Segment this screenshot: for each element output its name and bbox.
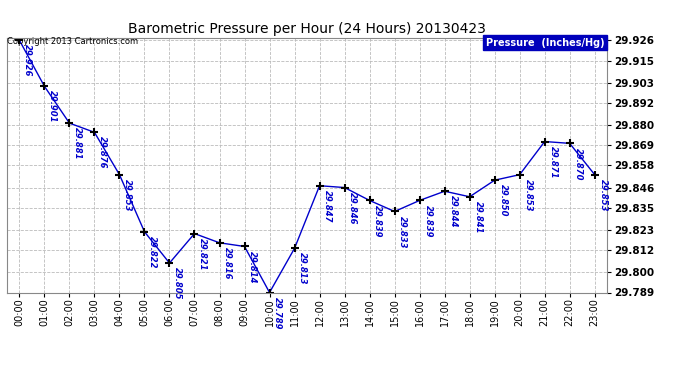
Text: 29.839: 29.839	[424, 205, 433, 237]
Text: 29.846: 29.846	[348, 192, 357, 224]
Text: 29.833: 29.833	[398, 216, 407, 248]
Text: 29.822: 29.822	[148, 236, 157, 268]
Text: Pressure  (Inches/Hg): Pressure (Inches/Hg)	[486, 38, 604, 48]
Text: 29.805: 29.805	[173, 267, 182, 300]
Text: 29.850: 29.850	[498, 184, 507, 217]
Text: 29.814: 29.814	[248, 251, 257, 283]
Text: 29.844: 29.844	[448, 195, 457, 228]
Text: 29.853: 29.853	[124, 179, 132, 212]
Text: 29.901: 29.901	[48, 90, 57, 123]
Text: 29.881: 29.881	[73, 127, 82, 160]
Text: 29.813: 29.813	[298, 252, 307, 285]
Text: 29.789: 29.789	[273, 297, 282, 329]
Text: 29.839: 29.839	[373, 205, 382, 237]
Text: 29.853: 29.853	[598, 179, 607, 212]
Text: 29.926: 29.926	[23, 44, 32, 77]
Text: Copyright 2013 Cartronics.com: Copyright 2013 Cartronics.com	[7, 38, 138, 46]
Text: 29.871: 29.871	[549, 146, 558, 178]
Text: 29.870: 29.870	[573, 147, 582, 180]
Text: 29.847: 29.847	[324, 190, 333, 222]
Text: 29.816: 29.816	[224, 247, 233, 279]
Text: 29.876: 29.876	[98, 136, 107, 169]
Text: 29.841: 29.841	[473, 201, 482, 233]
Title: Barometric Pressure per Hour (24 Hours) 20130423: Barometric Pressure per Hour (24 Hours) …	[128, 22, 486, 36]
Text: 29.821: 29.821	[198, 238, 207, 270]
Text: 29.853: 29.853	[524, 179, 533, 212]
